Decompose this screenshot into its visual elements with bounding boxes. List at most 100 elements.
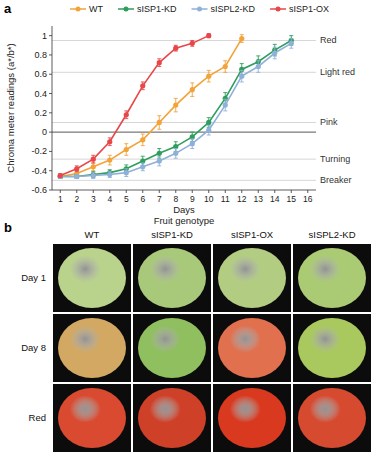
x-tick-label: 3 (91, 194, 96, 204)
tomato (298, 318, 366, 378)
x-tick-label: 12 (237, 194, 247, 204)
point (289, 41, 294, 46)
y-tick-label: -0.4 (31, 166, 47, 176)
y-tick-label: 0.4 (34, 89, 47, 99)
x-tick-label: 5 (124, 194, 129, 204)
error-bar (91, 155, 95, 163)
tomato (298, 248, 366, 308)
photo-bg (133, 384, 211, 452)
legend-item: WT (70, 4, 103, 14)
error-bar (174, 149, 178, 159)
point (157, 151, 162, 156)
point (140, 137, 145, 142)
y-axis-label: Chroma meter readings (a*/b*) (5, 43, 16, 172)
point (206, 120, 211, 125)
point (58, 174, 63, 179)
photo-bg (133, 314, 211, 382)
point (206, 33, 211, 38)
point (140, 83, 145, 88)
photo-bg (213, 244, 291, 312)
point (91, 173, 96, 178)
point (74, 166, 79, 171)
point (272, 50, 277, 55)
x-tick (307, 190, 308, 193)
legend-marker (197, 7, 202, 12)
error-bar (91, 172, 95, 178)
y-tick (49, 93, 52, 94)
point (124, 112, 129, 117)
point (190, 41, 195, 46)
error-bar (223, 61, 227, 73)
error-bar (157, 59, 161, 67)
point (223, 64, 228, 69)
tomato (58, 248, 126, 308)
y-tick (49, 54, 52, 55)
point (91, 164, 96, 169)
y-tick-label: 0.2 (34, 108, 47, 118)
error-bar (124, 169, 128, 177)
legend-marker (76, 7, 81, 12)
error-bar (174, 45, 178, 51)
x-tick (109, 190, 110, 193)
y-tick-label: 1 (42, 31, 47, 41)
x-tick (291, 190, 292, 193)
y-tick-label: -0.6 (31, 185, 47, 195)
tomato (58, 388, 126, 448)
x-tick (76, 190, 77, 193)
x-tick (258, 190, 259, 193)
point (107, 157, 112, 162)
point (157, 158, 162, 163)
point (173, 46, 178, 51)
error-bar (240, 35, 244, 43)
error-bar (75, 166, 79, 172)
x-tick-label: 8 (173, 194, 178, 204)
column-header: sISPL2-KD (309, 229, 356, 240)
point (107, 172, 112, 177)
tomato (218, 388, 286, 448)
error-bar (157, 116, 161, 130)
point (107, 139, 112, 144)
point (239, 74, 244, 79)
error-bar (124, 144, 128, 156)
error-bar (207, 34, 211, 38)
x-tick-label: 2 (74, 194, 79, 204)
x-tick (175, 190, 176, 193)
error-bar (141, 163, 145, 171)
caption: Fruit genotype (154, 215, 215, 226)
photo-bg (53, 314, 131, 382)
point (74, 174, 79, 179)
stage-line (52, 72, 316, 73)
legend-label: sISPL2-KD (211, 4, 256, 14)
point (190, 141, 195, 146)
x-tick (241, 190, 242, 193)
error-bar (207, 70, 211, 82)
plot-data (58, 33, 294, 179)
point (124, 147, 129, 152)
point (206, 128, 211, 133)
row-label: Day 1 (21, 272, 46, 283)
x-tick (159, 190, 160, 193)
error-bar (108, 155, 112, 165)
y-tick-label: -0.2 (31, 146, 47, 156)
point (58, 173, 63, 178)
photo-bg (53, 244, 131, 312)
stage-line (52, 40, 316, 41)
y-tick (49, 132, 52, 133)
point (223, 103, 228, 108)
point (157, 60, 162, 65)
legend-item: sISP1-OX (270, 4, 329, 14)
photo-bg (133, 244, 211, 312)
error-bar (174, 98, 178, 112)
error-bar (91, 173, 95, 179)
y-tick-label: 0.6 (34, 69, 47, 79)
point (58, 174, 63, 179)
legend-label: sISP1-OX (289, 4, 329, 14)
y-tick (49, 74, 52, 75)
point (157, 120, 162, 125)
y-tick (49, 151, 52, 152)
stage-label: Light red (320, 67, 355, 77)
x-axis (52, 190, 316, 191)
series-line (60, 40, 291, 176)
x-tick (192, 190, 193, 193)
x-tick (225, 190, 226, 193)
